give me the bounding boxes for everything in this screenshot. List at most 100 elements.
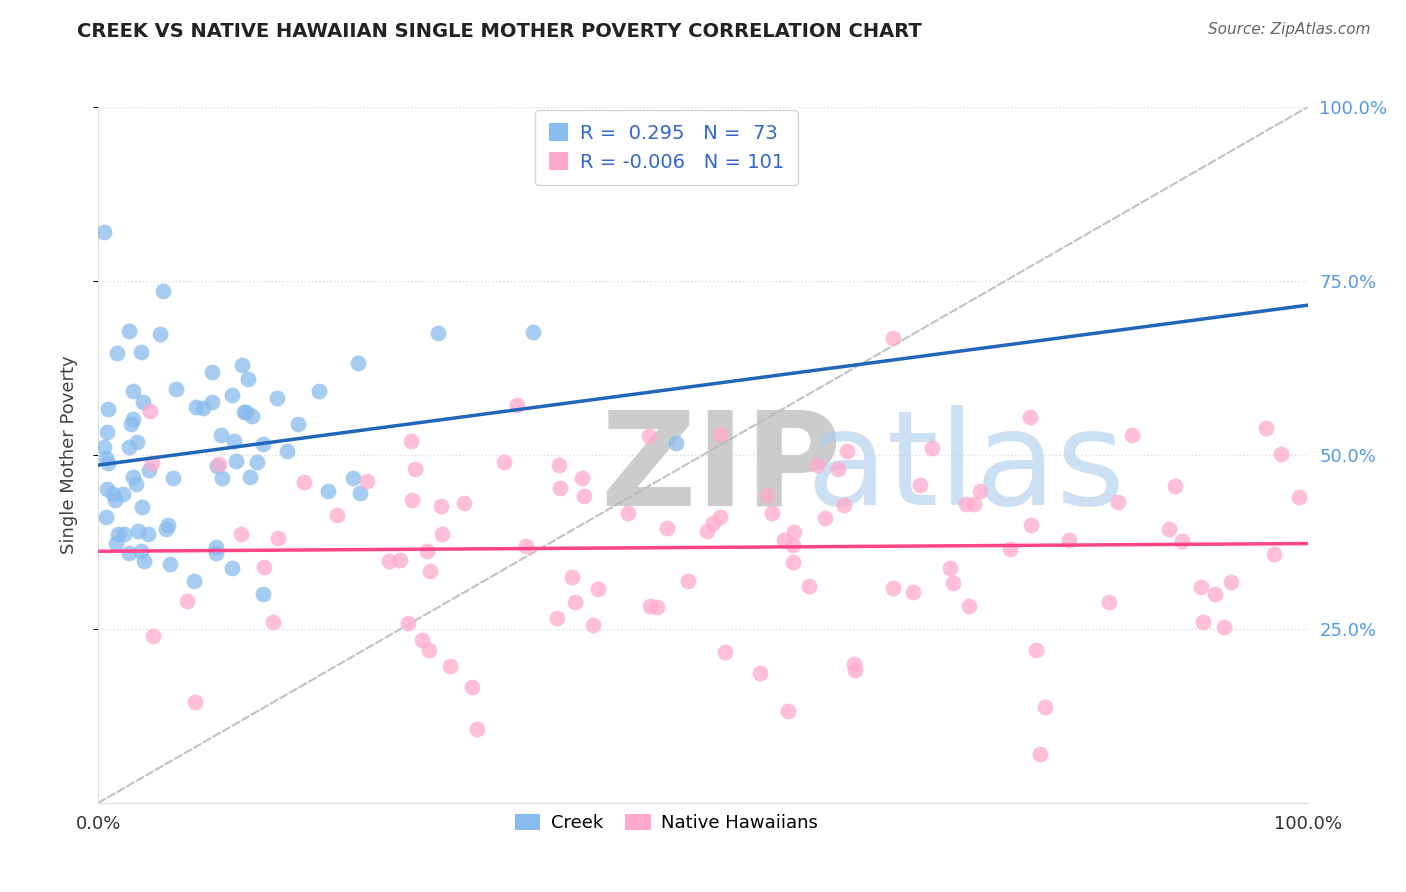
- Point: [1192, 615, 1215, 629]
- Point: [676, 574, 699, 588]
- Point: [132, 395, 155, 409]
- Point: [773, 533, 796, 548]
- Point: [121, 412, 143, 426]
- Point: [97, 456, 120, 470]
- Point: [1170, 534, 1192, 549]
- Point: [429, 500, 451, 514]
- Point: [93, 440, 115, 454]
- Point: [142, 629, 165, 643]
- Point: [571, 471, 593, 485]
- Point: [104, 492, 127, 507]
- Point: [1270, 447, 1292, 461]
- Point: [252, 587, 274, 601]
- Point: [292, 475, 315, 489]
- Point: [714, 645, 737, 659]
- Point: [155, 522, 177, 536]
- Point: [814, 511, 837, 525]
- Point: [129, 544, 152, 558]
- Point: [1204, 587, 1226, 601]
- Point: [748, 665, 770, 680]
- Point: [129, 345, 152, 359]
- Point: [453, 496, 475, 510]
- Point: [236, 372, 259, 386]
- Point: [1263, 547, 1285, 561]
- Text: atlas: atlas: [806, 405, 1125, 533]
- Point: [832, 498, 855, 512]
- Point: [492, 455, 515, 469]
- Point: [105, 536, 128, 550]
- Point: [308, 384, 330, 398]
- Text: Source: ZipAtlas.com: Source: ZipAtlas.com: [1208, 22, 1371, 37]
- Point: [1098, 595, 1121, 609]
- Point: [225, 454, 247, 468]
- Point: [205, 546, 228, 560]
- Point: [389, 553, 412, 567]
- Point: [1019, 409, 1042, 424]
- Text: CREEK VS NATIVE HAWAIIAN SINGLE MOTHER POVERTY CORRELATION CHART: CREEK VS NATIVE HAWAIIAN SINGLE MOTHER P…: [77, 22, 922, 41]
- Point: [572, 490, 595, 504]
- Point: [548, 481, 571, 495]
- Point: [118, 441, 141, 455]
- Point: [547, 611, 569, 625]
- Point: [797, 579, 820, 593]
- Y-axis label: Single Mother Poverty: Single Mother Poverty: [59, 356, 77, 554]
- Point: [1189, 580, 1212, 594]
- Point: [702, 516, 724, 530]
- Point: [778, 704, 800, 718]
- Point: [638, 599, 661, 614]
- Point: [957, 599, 980, 613]
- Point: [1107, 495, 1129, 509]
- Point: [1057, 533, 1080, 547]
- Point: [844, 657, 866, 671]
- Point: [903, 585, 925, 599]
- Point: [782, 555, 804, 569]
- Point: [647, 600, 669, 615]
- Point: [229, 527, 252, 541]
- Point: [152, 284, 174, 298]
- Point: [96, 425, 118, 440]
- Point: [183, 574, 205, 588]
- Point: [427, 326, 450, 341]
- Point: [439, 659, 461, 673]
- Point: [349, 485, 371, 500]
- Point: [1164, 479, 1187, 493]
- Point: [165, 382, 187, 396]
- Point: [515, 539, 537, 553]
- Text: ZIP: ZIP: [600, 405, 842, 533]
- Point: [326, 508, 349, 522]
- Point: [1212, 620, 1234, 634]
- Point: [118, 324, 141, 338]
- Point: [107, 526, 129, 541]
- Point: [141, 456, 163, 470]
- Point: [844, 663, 866, 677]
- Point: [709, 509, 731, 524]
- Point: [1121, 428, 1143, 442]
- Point: [782, 538, 804, 552]
- Point: [561, 570, 583, 584]
- Point: [208, 457, 231, 471]
- Point: [201, 365, 224, 379]
- Point: [806, 458, 828, 472]
- Point: [465, 722, 488, 736]
- Point: [548, 458, 571, 472]
- Point: [399, 434, 422, 449]
- Point: [138, 463, 160, 477]
- Point: [998, 541, 1021, 556]
- Point: [377, 553, 399, 567]
- Point: [111, 487, 134, 501]
- Point: [184, 695, 207, 709]
- Point: [396, 616, 419, 631]
- Point: [783, 524, 806, 539]
- Point: [882, 581, 904, 595]
- Point: [262, 615, 284, 630]
- Point: [461, 680, 484, 694]
- Point: [159, 558, 181, 572]
- Point: [240, 409, 263, 424]
- Point: [186, 400, 208, 414]
- Point: [245, 455, 267, 469]
- Point: [201, 395, 224, 409]
- Point: [191, 401, 214, 415]
- Point: [564, 595, 586, 609]
- Point: [149, 327, 172, 342]
- Point: [287, 417, 309, 431]
